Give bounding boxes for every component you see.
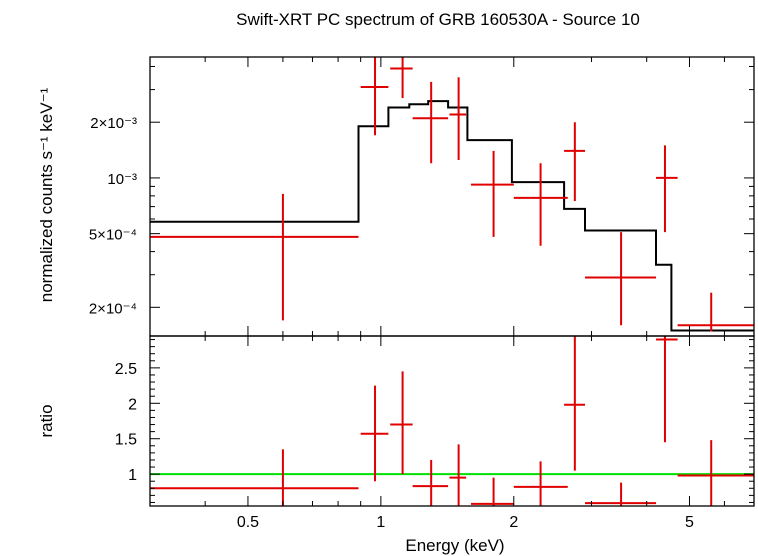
y-tick-label: 10⁻³	[107, 171, 137, 188]
spectrum-data-point	[449, 77, 467, 160]
spectrum-data-point	[360, 57, 389, 136]
ratio-ylabel: ratio	[37, 404, 56, 437]
ratio-data-point	[390, 371, 413, 475]
y-tick-label: 1.5	[115, 432, 137, 449]
y-tick-label: 2×10⁻⁴	[89, 300, 137, 317]
ratio-data-point	[564, 336, 586, 471]
model-step-line	[150, 100, 754, 332]
spectrum-data-point	[513, 163, 568, 246]
x-tick-label: 5	[685, 514, 694, 531]
ratio-data-point	[470, 477, 514, 506]
spectrum-data-point	[564, 122, 586, 202]
spectrum-data-point	[150, 193, 359, 321]
y-tick-label: 1	[128, 467, 137, 484]
ratio-data-point	[513, 461, 568, 506]
y-tick-label: 2	[128, 396, 137, 413]
ratio-frame	[149, 335, 755, 507]
y-tick-label: 5×10⁻⁴	[89, 227, 137, 244]
x-tick-label: 2	[509, 514, 518, 531]
y-tick-label: 2×10⁻³	[90, 115, 137, 132]
spectrum-data-point	[470, 150, 514, 237]
x-axis-label: Energy (keV)	[405, 536, 504, 555]
x-tick-label: 0.5	[237, 514, 259, 531]
spectrum-data-point	[677, 292, 754, 332]
ratio-data-point	[585, 482, 657, 506]
spectrum-data-point	[585, 232, 657, 326]
spectrum-ylabel: normalized counts s⁻¹ keV⁻¹	[37, 87, 56, 302]
chart-title: Swift-XRT PC spectrum of GRB 160530A - S…	[236, 10, 640, 29]
ratio-data-point	[150, 449, 359, 506]
y-tick-label: 2.5	[115, 361, 137, 378]
ratio-data-point	[656, 336, 678, 443]
ratio-data-point	[449, 444, 467, 506]
spectrum-data-point	[390, 57, 413, 99]
spectrum-data-point	[656, 145, 678, 233]
spectrum-data-point	[412, 81, 449, 164]
spectrum-frame	[149, 56, 755, 337]
ratio-data-point	[412, 459, 449, 506]
ratio-data-point	[677, 440, 754, 506]
ratio-data-point	[360, 385, 389, 482]
x-tick-label: 1	[376, 514, 385, 531]
